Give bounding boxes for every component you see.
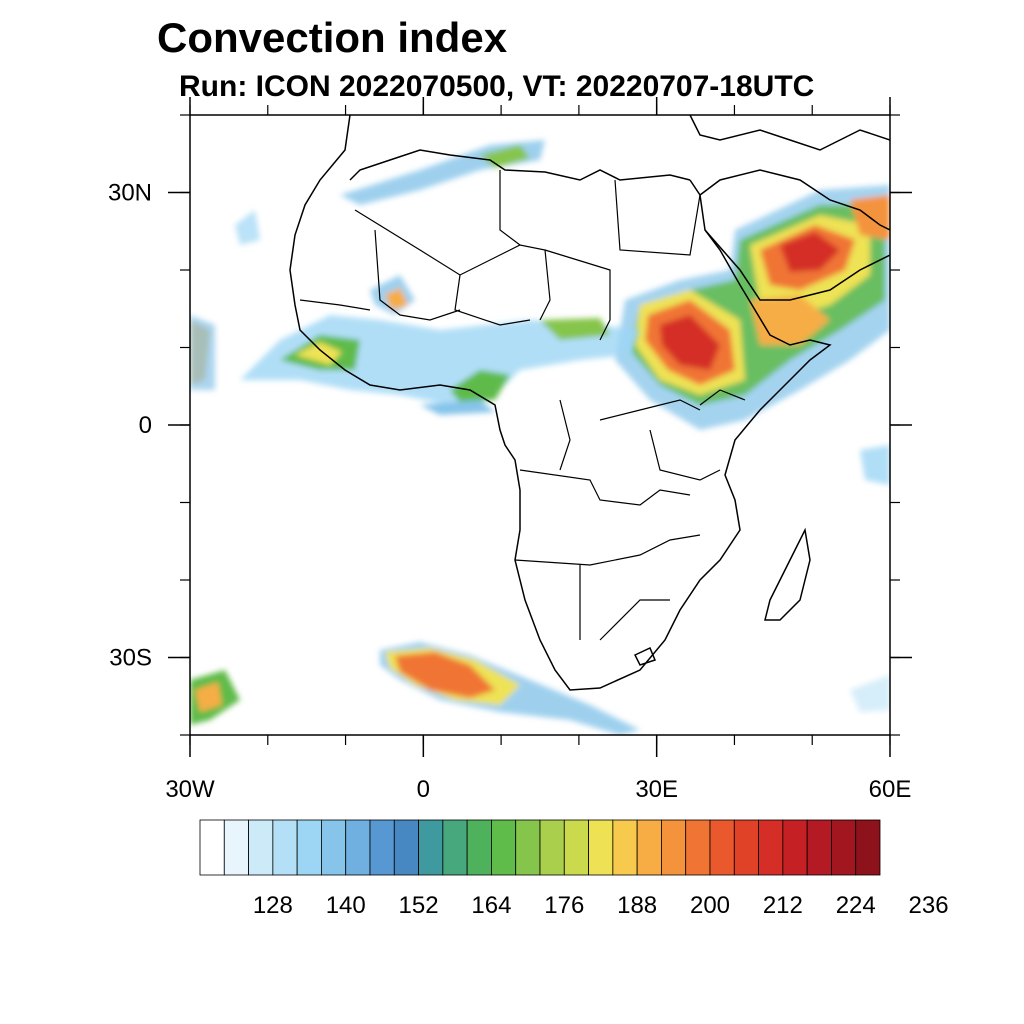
colorbar-label: 212 (763, 892, 803, 919)
colorbar-label: 164 (471, 892, 511, 919)
colorbar-label: 128 (253, 892, 293, 919)
country-borders (299, 170, 746, 641)
colorbar-swatch (223, 819, 249, 876)
colorbar-swatch (466, 819, 492, 876)
colorbar-swatch (321, 819, 347, 876)
colorbar: 128 140 152 164 176 188 200 212 224 236 (199, 819, 949, 919)
x-tick-label: 30E (635, 776, 678, 803)
colorbar-swatch (248, 819, 274, 876)
colorbar-swatch (296, 819, 322, 876)
colorbar-swatch (733, 819, 759, 876)
colorbar-swatch (539, 819, 565, 876)
colorbar-swatch (442, 819, 468, 876)
colorbar-swatch (563, 819, 589, 876)
chart-title: Convection index (157, 14, 508, 61)
colorbar-swatch (636, 819, 662, 876)
colorbar-swatch (345, 819, 371, 876)
colorbar-swatch (806, 819, 832, 876)
colorbar-swatch (272, 819, 298, 876)
colorbar-swatch (782, 819, 808, 876)
axis-ticks: 30W 0 30E 60E 30N 0 30S (108, 97, 912, 803)
colorbar-swatch (685, 819, 711, 876)
colorbar-swatch (491, 819, 517, 876)
y-tick-label: 30N (108, 180, 152, 207)
y-tick-label: 30S (109, 645, 152, 672)
colorbar-swatch (418, 819, 444, 876)
x-tick-label: 30W (165, 776, 215, 803)
x-tick-label: 60E (869, 776, 912, 803)
colorbar-swatch (393, 819, 419, 876)
chart-subtitle: Run: ICON 2022070500, VT: 20220707-18UTC (179, 70, 815, 103)
coastlines (289, 115, 890, 691)
x-tick-label: 0 (417, 776, 430, 803)
colorbar-label: 236 (909, 892, 949, 919)
colorbar-swatch (612, 819, 638, 876)
colorbar-label: 152 (399, 892, 439, 919)
colorbar-swatch (199, 819, 225, 876)
colorbar-swatch (831, 819, 857, 876)
colorbar-label: 140 (326, 892, 366, 919)
convection-field (190, 140, 890, 735)
colorbar-label: 188 (617, 892, 657, 919)
colorbar-swatch (515, 819, 541, 876)
colorbar-swatch (709, 819, 735, 876)
y-tick-label: 0 (139, 412, 152, 439)
colorbar-swatch (661, 819, 687, 876)
colorbar-swatch (855, 819, 881, 876)
colorbar-label: 224 (836, 892, 876, 919)
colorbar-swatch (588, 819, 614, 876)
colorbar-label: 200 (690, 892, 730, 919)
colorbar-swatch (758, 819, 784, 876)
colorbar-label: 176 (544, 892, 584, 919)
colorbar-swatch (369, 819, 395, 876)
